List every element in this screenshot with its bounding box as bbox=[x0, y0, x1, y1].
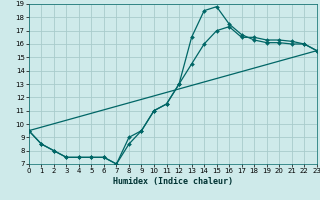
X-axis label: Humidex (Indice chaleur): Humidex (Indice chaleur) bbox=[113, 177, 233, 186]
